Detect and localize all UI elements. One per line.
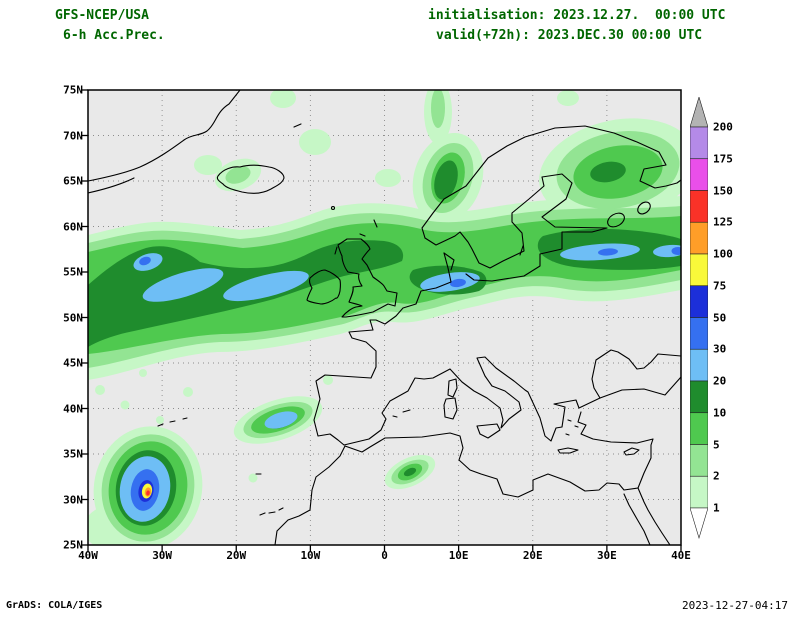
colorbar-segment — [690, 127, 708, 159]
lon-tick-label: 10E — [449, 549, 469, 562]
colorbar-segment — [690, 222, 708, 254]
colorbar-arrow-top — [690, 97, 708, 127]
colorbar-segment — [690, 286, 708, 318]
colorbar-scale — [690, 97, 708, 539]
lon-tick-label: 30W — [152, 549, 172, 562]
colorbar-boundary-label: 30 — [713, 343, 726, 356]
lat-tick-label: 70N — [63, 129, 83, 142]
footer-grads-credit: GrADS: COLA/IGES — [6, 600, 102, 611]
longitude-axis-labels: 40W30W20W10W010E20E30E40E — [88, 549, 681, 565]
colorbar-boundary-label: 150 — [713, 184, 733, 197]
colorbar-segment — [690, 159, 708, 191]
colorbar-boundary-label: 125 — [713, 216, 733, 229]
colorbar-segment — [690, 349, 708, 381]
colorbar-arrow-bottom — [690, 508, 708, 538]
header-product-name: 6-h Acc.Prec. — [63, 28, 165, 43]
header-initialisation-time: initialisation: 2023.12.27. 00:00 UTC — [428, 8, 725, 23]
lon-tick-label: 40W — [78, 549, 98, 562]
footer-timestamp: 2023-12-27-04:17 — [682, 599, 788, 612]
colorbar-boundary-label: 200 — [713, 121, 733, 134]
lat-tick-label: 55N — [63, 266, 83, 279]
latitude-axis-labels: 75N70N65N60N55N50N45N40N35N30N25N — [0, 90, 83, 545]
colorbar-segment — [690, 413, 708, 445]
colorbar-boundary-label: 175 — [713, 152, 733, 165]
lon-tick-label: 40E — [671, 549, 691, 562]
colorbar-boundary-label: 100 — [713, 248, 733, 261]
colorbar-labels: 200 175 150 125 100 75 50 30 20 10 5 2 1 — [713, 97, 753, 539]
colorbar-boundary-label: 20 — [713, 375, 726, 388]
lon-tick-label: 20W — [226, 549, 246, 562]
colorbar-boundary-label: 10 — [713, 406, 726, 419]
colorbar-segment — [690, 191, 708, 223]
header-model-name: GFS-NCEP/USA — [55, 8, 149, 23]
lat-tick-label: 65N — [63, 175, 83, 188]
lat-tick-label: 50N — [63, 311, 83, 324]
colorbar-boundary-label: 1 — [713, 502, 720, 515]
lon-tick-label: 20E — [523, 549, 543, 562]
page-root: GFS-NCEP/USA 6-h Acc.Prec. initialisatio… — [0, 0, 800, 618]
colorbar-segment — [690, 254, 708, 286]
map-canvas — [88, 90, 681, 545]
colorbar-segment — [690, 318, 708, 350]
colorbar-segment — [690, 476, 708, 508]
lon-tick-label: 30E — [597, 549, 617, 562]
lat-tick-label: 35N — [63, 448, 83, 461]
lon-tick-label: 0 — [381, 549, 388, 562]
lat-tick-label: 45N — [63, 357, 83, 370]
lon-tick-label: 10W — [300, 549, 320, 562]
colorbar-boundary-label: 50 — [713, 311, 726, 324]
colorbar-boundary-label: 75 — [713, 279, 726, 292]
colorbar-segment — [690, 381, 708, 413]
colorbar-boundary-label: 2 — [713, 470, 720, 483]
lat-tick-label: 30N — [63, 493, 83, 506]
colorbar-segment — [690, 445, 708, 477]
header-valid-time: valid(+72h): 2023.DEC.30 00:00 UTC — [436, 28, 702, 43]
colorbar — [690, 97, 708, 539]
weather-map — [88, 90, 681, 545]
lat-tick-label: 75N — [63, 84, 83, 97]
colorbar-boundary-label: 5 — [713, 438, 720, 451]
lat-tick-label: 40N — [63, 402, 83, 415]
lat-tick-label: 60N — [63, 220, 83, 233]
